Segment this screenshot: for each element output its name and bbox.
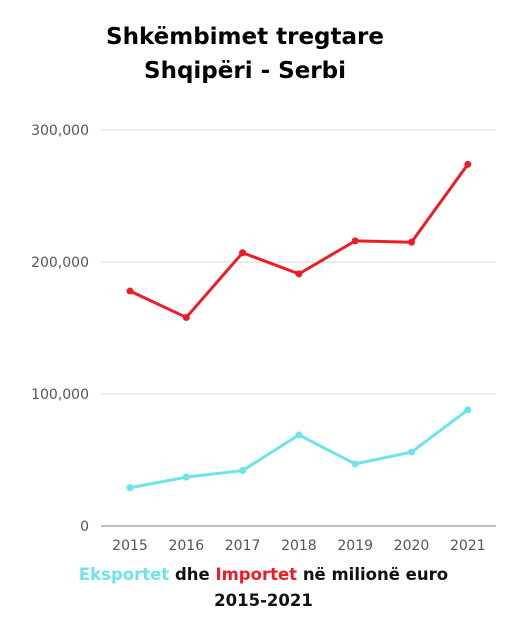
x-tick-label: 2020 (394, 538, 430, 554)
imports-point (408, 238, 415, 246)
exports-line (128, 408, 470, 490)
caption-period: 2015-2021 (214, 591, 313, 610)
y-tick-label: 100,000 (31, 387, 89, 403)
exports-point (182, 473, 190, 481)
exports-point (295, 431, 303, 439)
exports-point (464, 406, 472, 414)
exports-point (126, 484, 134, 492)
x-tick-label: 2017 (225, 538, 261, 554)
imports-point (295, 270, 303, 278)
x-tick-label: 2016 (168, 538, 204, 554)
y-tick-label: 300,000 (31, 123, 89, 139)
imports-point (239, 249, 247, 257)
chart-caption: Eksportet dhe Importet në milionë euro 2… (0, 562, 527, 614)
imports-point (126, 287, 134, 295)
imports-line (128, 162, 470, 319)
chart-title-line-1: Shkëmbimet tregtare (106, 24, 384, 50)
exports-point (351, 460, 359, 468)
imports-point (182, 313, 190, 321)
line-chart: 0 100,000 200,000 300,000 2015 2016 2017 2018 20… (31, 123, 496, 554)
caption-unit: në milionë euro (302, 565, 449, 584)
chart-title: Shkëmbimet tregtare Shqipëri - Serbi (0, 20, 490, 88)
y-tick-label: 0 (80, 519, 89, 535)
caption-dhe: dhe (174, 565, 210, 584)
x-tick-label: 2019 (337, 538, 373, 554)
x-tick-label: 2018 (281, 538, 317, 554)
chart-title-line-2: Shqipëri - Serbi (144, 58, 346, 84)
x-tick-label: 2015 (112, 538, 148, 554)
imports-point (464, 160, 472, 168)
y-tick-label: 200,000 (31, 255, 89, 271)
imports-point (351, 237, 359, 245)
caption-imports-word: Importet (215, 565, 298, 584)
exports-point (239, 467, 247, 475)
caption-exports-word: Eksportet (78, 565, 170, 584)
exports-point (408, 448, 415, 456)
x-tick-label: 2021 (450, 538, 486, 554)
